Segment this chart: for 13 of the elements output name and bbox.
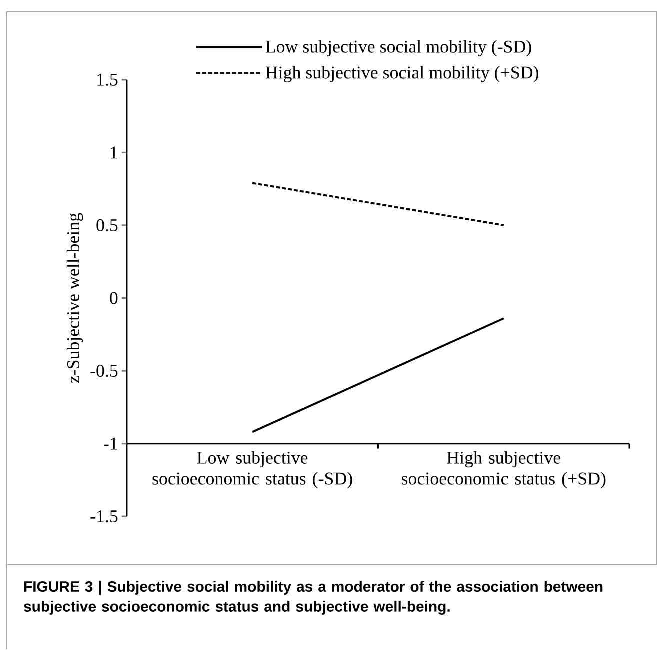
y-tick-label: 1.5 <box>98 74 118 86</box>
y-tick-label: 1 <box>111 146 118 159</box>
y-axis-title: z-Subjective well-being <box>66 213 84 384</box>
legend-label: Low subjective social mobility (-SD) <box>266 40 532 57</box>
caption: FIGURE 3 | Subjective social mobility as a moderator of the association between subjective socioeconomic status and subjective well-being. <box>24 581 603 615</box>
x-tick-label: Low subjective socioeconomic status (-SD) <box>152 451 352 488</box>
legend-label: High subjective social mobility (+SD) <box>266 66 538 82</box>
x-tick-label: High subjective socioeconomic status (+SD) <box>402 451 606 488</box>
y-tick-label: 0 <box>110 292 118 304</box>
y-tick-label: -1.5 <box>90 510 118 523</box>
y-tick-label: 0.5 <box>96 219 118 232</box>
y-tick-label: -0.5 <box>90 364 118 378</box>
y-tick-label: -1 <box>104 438 118 450</box>
